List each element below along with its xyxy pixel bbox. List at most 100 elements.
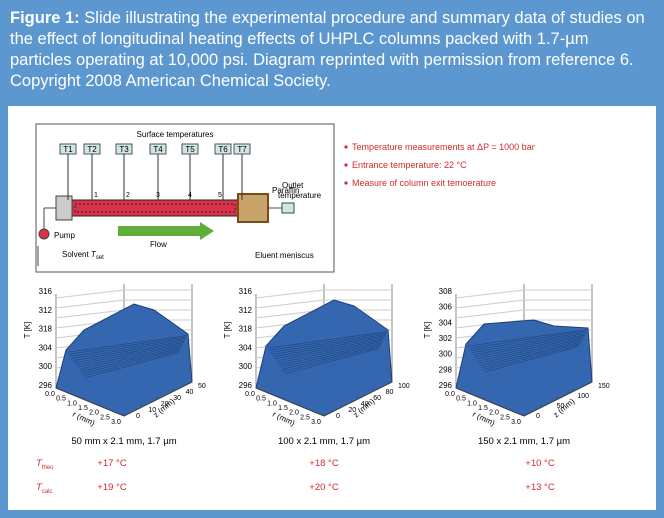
surface-stripe — [274, 338, 384, 360]
z-tick: 100 — [398, 383, 410, 390]
surface-stripe — [267, 331, 388, 349]
t-tick: 304 — [439, 318, 453, 327]
r-tick: 0.5 — [456, 396, 466, 403]
surface-stripe — [270, 333, 386, 353]
surface-front — [55, 381, 193, 417]
z-tick: 30 — [173, 395, 181, 402]
t-tick: 302 — [439, 334, 453, 343]
position-label: 3 — [156, 192, 160, 199]
grid — [455, 299, 525, 309]
surface-stripe — [78, 346, 182, 370]
plot-label: 150 x 2.1 mm, 1.7 µm — [478, 436, 570, 447]
t-tick: 306 — [439, 303, 453, 312]
outlet-text: Outlet — [282, 181, 304, 190]
grid — [55, 299, 125, 309]
results: Ttheo +17 °C +18 °C +10 °C Tcalc +19 °C +20 °C… — [36, 458, 555, 495]
result-var: T — [36, 458, 43, 469]
surface-stripe — [468, 330, 587, 349]
surface-stripe — [275, 339, 384, 362]
z-tick: 20 — [161, 401, 169, 408]
z-tick: 80 — [386, 389, 394, 396]
r-tick: 2.0 — [89, 410, 99, 417]
figure: T1 T2 T3 T4 T5 T6 T7 1 2 3 4 5 Surface temperatures… — [23, 123, 610, 495]
z-tick: 50 — [198, 383, 206, 390]
sensor-label: T4 — [153, 145, 163, 154]
r-tick: 1.5 — [278, 405, 288, 412]
t-axis: T [K] — [423, 322, 432, 339]
column-packing — [74, 203, 236, 213]
surface-stripe — [484, 346, 579, 373]
pump-icon — [38, 228, 50, 240]
r-tick: 2.0 — [489, 410, 499, 417]
r-tick: 0.0 — [445, 391, 455, 398]
z-tick: 60 — [373, 395, 381, 402]
surface-stripe — [80, 347, 181, 372]
surface-stripe — [74, 342, 184, 364]
solvent-label: Solvent Tset — [62, 250, 104, 261]
surface-stripe — [75, 343, 184, 366]
note-bullet — [344, 145, 348, 149]
surface-stripe — [70, 337, 186, 357]
grid — [455, 309, 525, 319]
r-tick: 1.0 — [267, 400, 277, 407]
result-value: +19 °C — [97, 482, 127, 493]
position-label: 1 — [94, 192, 98, 199]
surface-stripe — [474, 336, 584, 358]
r-tick: 0.5 — [56, 396, 66, 403]
r-tick: 3.0 — [511, 419, 521, 426]
result-value: +20 °C — [309, 482, 339, 493]
position-label: 4 — [188, 192, 192, 199]
z-tick: 100 — [577, 393, 589, 400]
result-value: +17 °C — [97, 458, 127, 469]
surface-stripe — [467, 329, 588, 347]
grid — [255, 299, 325, 309]
t-tick: 308 — [439, 287, 453, 296]
surface-stripe — [71, 339, 186, 359]
solvent-text: Solvent — [62, 250, 89, 259]
surface-stripe — [67, 335, 188, 353]
solvent-sub: set — [96, 255, 104, 261]
surface-stripe — [68, 336, 187, 355]
position-label: 5 — [218, 192, 222, 199]
t-tick: 300 — [39, 362, 53, 371]
surface-stripe — [278, 342, 382, 366]
r-tick: 2.5 — [100, 414, 110, 421]
paraffin-block — [237, 193, 269, 223]
flow-label: Flow — [150, 240, 167, 249]
t-tick: 296 — [439, 381, 453, 390]
result-value: +18 °C — [309, 458, 339, 469]
sensor-label: T7 — [237, 145, 247, 154]
outlet-text-2: temperature — [278, 191, 322, 200]
result-var: T — [36, 482, 43, 493]
note-bullet — [344, 181, 348, 185]
r-tick: 2.0 — [289, 410, 299, 417]
t-tick: 312 — [39, 306, 53, 315]
r-tick: 1.5 — [78, 405, 88, 412]
surface-stripe — [277, 341, 383, 364]
r-tick: 0.0 — [45, 391, 55, 398]
caption: Figure 1: Slide illustrating the experim… — [10, 8, 654, 92]
result-value: +10 °C — [525, 458, 555, 469]
z-tick: 0 — [536, 413, 540, 420]
pump-label: Pump — [54, 231, 75, 240]
surface-stripe — [83, 350, 180, 377]
r-tick: 2.5 — [300, 414, 310, 421]
r-tick: 0.5 — [256, 396, 266, 403]
solvent-var: T — [91, 250, 97, 259]
caption-text: Slide illustrating the experimental proc… — [10, 9, 645, 90]
t-tick: 304 — [239, 343, 253, 352]
surface-stripe — [481, 343, 581, 368]
result-sub: theo — [42, 465, 54, 471]
notes: Temperature measurements at ΔP = 1000 ba… — [344, 142, 535, 188]
result-sub: calc — [42, 489, 53, 495]
surface-stripe — [470, 331, 586, 351]
surface-stripe — [471, 333, 586, 353]
surface-stripe — [483, 344, 580, 371]
z-tick: 20 — [348, 407, 356, 414]
paraffin-label: Paraffin — [272, 186, 299, 195]
outlet-label: Outlet temperature — [278, 181, 322, 200]
